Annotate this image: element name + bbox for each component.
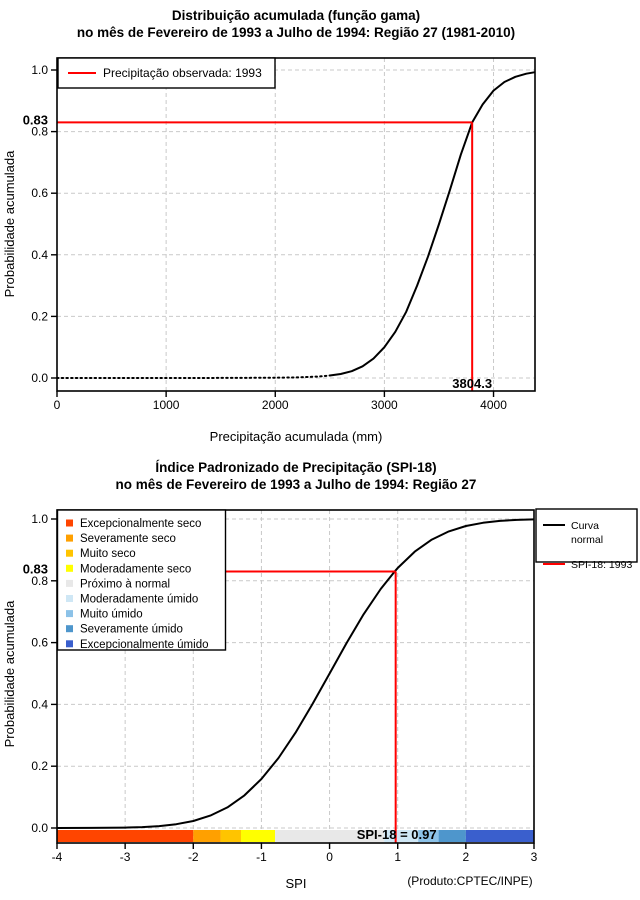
spi-color-bar-segment bbox=[220, 830, 241, 842]
category-label: Severamente seco bbox=[80, 533, 176, 545]
x-tick-label: -1 bbox=[256, 850, 267, 864]
category-label: Moderadamente úmido bbox=[80, 594, 198, 606]
spi-color-bar-segment bbox=[418, 830, 439, 842]
category-swatch bbox=[66, 519, 73, 527]
x-axis-label: Precipitação acumulada (mm) bbox=[210, 429, 383, 444]
x-tick-label: 3000 bbox=[371, 398, 398, 412]
category-swatch bbox=[66, 625, 73, 633]
x-tick-label: -4 bbox=[52, 850, 63, 864]
spi-value-label: SPI-18 = 0.97 bbox=[357, 827, 437, 842]
x-tick-label: 0 bbox=[326, 850, 333, 864]
spi-color-bar-segment bbox=[465, 830, 534, 842]
x-tick-label: 0 bbox=[54, 398, 61, 412]
category-label: Excepcionalmente úmido bbox=[80, 639, 209, 651]
legend-item-label: Precipitação observada: 1993 bbox=[103, 66, 262, 80]
category-swatch bbox=[66, 564, 73, 572]
y-axis-label: Probabilidade acumulada bbox=[2, 600, 17, 747]
line-legend-label: Curva bbox=[571, 520, 599, 532]
x-tick-label: 1 bbox=[394, 850, 401, 864]
chart-title: Distribuição acumulada (função gama) bbox=[172, 8, 420, 23]
plot-area: -4 -3 -2 -1 0 1 2 3 0.0 0.2 0.4 0.6 0.8 1.0 0.83 SPI-18… bbox=[23, 508, 638, 864]
line-legend-box bbox=[535, 508, 638, 563]
category-swatch bbox=[66, 595, 73, 602]
legend-box bbox=[57, 57, 276, 89]
probability-label: 0.83 bbox=[23, 562, 48, 577]
category-legend-box bbox=[56, 509, 227, 651]
category-label: Moderadamente seco bbox=[80, 563, 191, 575]
spi-color-bar-segment bbox=[240, 830, 276, 842]
spi-color-bar-segment bbox=[384, 830, 419, 842]
category-label: Próximo à normal bbox=[80, 578, 170, 590]
y-tick-label: 0.8 bbox=[31, 125, 48, 139]
spi-chart: Índice Padronizado de Precipitação (SPI-… bbox=[2, 460, 638, 891]
y-tick-label: 0.4 bbox=[31, 248, 48, 262]
plot-border bbox=[56, 57, 536, 392]
line-legend-label: normal bbox=[571, 534, 603, 546]
plot-area: 0 1000 2000 3000 4000 0.0 0.2 0.4 0.6 0.8 1.0 0.83 3… bbox=[23, 57, 536, 412]
gamma-cdf-figure: Distribuição acumulada (função gama) no … bbox=[2, 8, 536, 444]
x-tick-label: 1000 bbox=[153, 398, 180, 412]
x-axis-label: SPI bbox=[286, 876, 307, 891]
plot-border bbox=[56, 509, 535, 844]
x-tick-label: 2 bbox=[463, 850, 470, 864]
chart-subtitle: no mês de Fevereiro de 1993 a Julho de 1… bbox=[116, 477, 477, 492]
category-swatch bbox=[66, 549, 73, 557]
cdf-curve bbox=[56, 518, 535, 829]
category-swatch bbox=[66, 640, 73, 648]
y-tick-label: 1.0 bbox=[31, 63, 48, 77]
x-tick-label: 2000 bbox=[262, 398, 289, 412]
y-tick-label: 0.8 bbox=[31, 574, 48, 588]
line-legend-label: SPI-18: 1993 bbox=[571, 559, 632, 571]
probability-label: 0.83 bbox=[23, 112, 48, 127]
y-tick-label: 0.6 bbox=[31, 186, 48, 200]
cdf-curve bbox=[329, 71, 536, 377]
spi-color-bar-segment bbox=[275, 830, 385, 842]
chart-subtitle: no mês de Fevereiro de 1993 a Julho de 1… bbox=[77, 25, 515, 40]
cdf-curve-flat-segment bbox=[56, 374, 331, 379]
spi-color-bar-segment bbox=[57, 830, 194, 842]
category-label: Muito seco bbox=[80, 548, 136, 560]
y-tick-label: 1.0 bbox=[31, 512, 48, 526]
y-tick-label: 0.0 bbox=[31, 371, 48, 385]
chart-title: Índice Padronizado de Precipitação (SPI-… bbox=[155, 460, 436, 475]
category-swatch bbox=[66, 610, 73, 618]
category-label: Muito úmido bbox=[80, 609, 143, 621]
category-swatch bbox=[66, 579, 73, 587]
category-label: Severamente úmido bbox=[80, 624, 183, 636]
x-tick-label: 3 bbox=[531, 850, 538, 864]
value-label: 3804.3 bbox=[452, 376, 492, 391]
y-tick-label: 0.2 bbox=[31, 309, 48, 323]
y-tick-label: 0.6 bbox=[31, 636, 48, 650]
spi-color-bar-segment bbox=[438, 830, 466, 842]
product-credit: (Produto:CPTEC/INPE) bbox=[407, 874, 532, 888]
y-tick-label: 0.2 bbox=[31, 759, 48, 773]
y-axis-label: Probabilidade acumulada bbox=[2, 150, 17, 297]
y-tick-label: 0.4 bbox=[31, 697, 48, 711]
category-swatch bbox=[66, 534, 73, 542]
gamma-cdf-chart: Distribuição acumulada (função gama) no … bbox=[2, 8, 536, 444]
category-label: Excepcionalmente seco bbox=[80, 518, 201, 530]
x-tick-label: -2 bbox=[188, 850, 199, 864]
x-tick-label: -3 bbox=[120, 850, 131, 864]
x-tick-label: 4000 bbox=[480, 398, 507, 412]
spi-color-bar-segment bbox=[193, 830, 221, 842]
spi-figure: Índice Padronizado de Precipitação (SPI-… bbox=[0, 450, 640, 900]
y-tick-label: 0.0 bbox=[31, 821, 48, 835]
